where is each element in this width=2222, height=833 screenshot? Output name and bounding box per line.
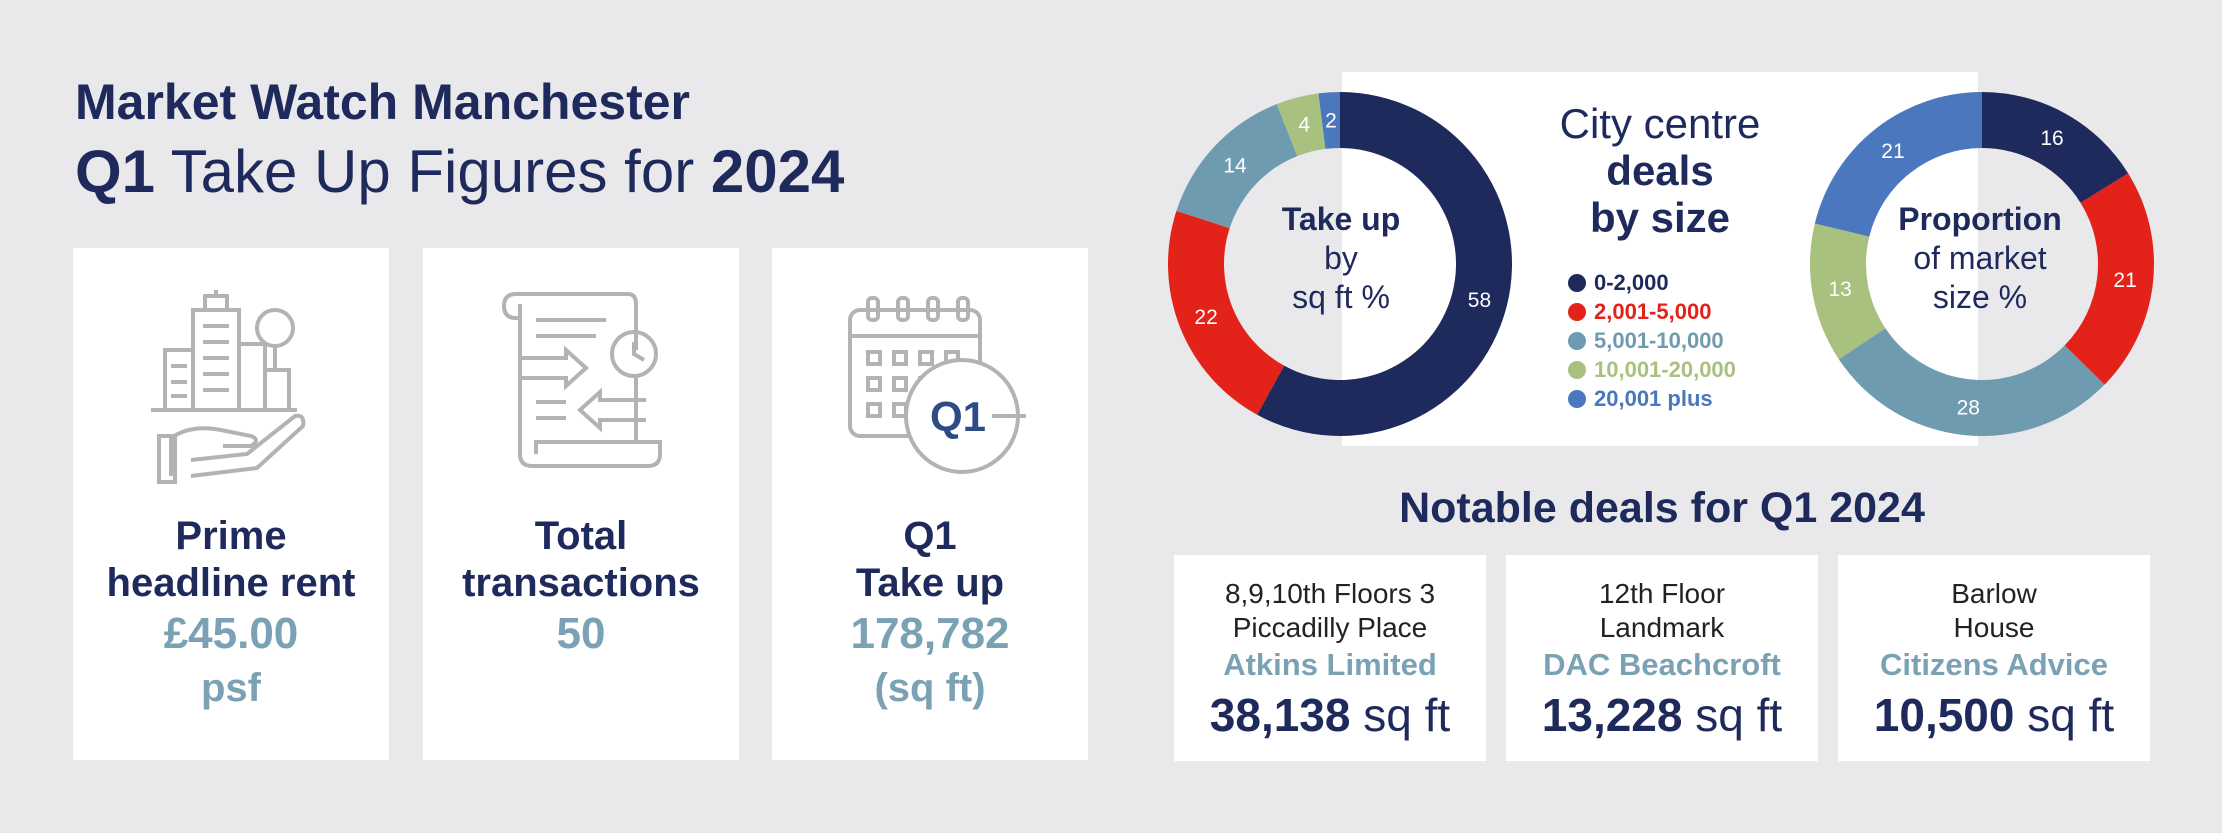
takeup-label-2: Take up	[855, 561, 1005, 605]
legend-dot-icon	[1568, 274, 1586, 292]
deal-size: 38,138 sq ft	[1174, 685, 1486, 745]
market-proportion-donut-chart: 16 21 28 13 21	[1810, 92, 2154, 436]
proportion-donut-slice-label-3: 28	[1957, 396, 1980, 419]
prime-rent-label-2: headline rent	[106, 561, 356, 605]
deal-size: 10,500 sq ft	[1838, 685, 2150, 745]
prime-rent-label-1: Prime	[175, 514, 287, 558]
title-line-2: Q1 Take Up Figures for 2024	[75, 134, 844, 210]
proportion-donut-slice-3	[1838, 328, 2105, 436]
takeup-unit: (sq ft)	[874, 666, 986, 710]
legend-label: 10,001-20,000	[1594, 357, 1736, 382]
takeup-donut-slice-label-3: 14	[1223, 154, 1247, 177]
deal-company: DAC Beachcroft	[1543, 647, 1781, 682]
takeup-value: 178,782	[850, 609, 1010, 658]
takeup-donut-center-line3: sq ft %	[1292, 279, 1390, 315]
page-title: Market Watch Manchester Q1 Take Up Figur…	[75, 70, 844, 210]
takeup-donut-center-bold: Take up	[1281, 201, 1401, 237]
total-transactions-card: Total transactions 50	[423, 248, 739, 760]
prime-rent-card: Prime headline rent £45.00 psf	[73, 248, 389, 760]
legend-label: 20,001 plus	[1594, 386, 1713, 411]
legend-dot-icon	[1568, 303, 1586, 321]
legend-label: 5,001-10,000	[1594, 328, 1724, 353]
building-hand-icon	[151, 290, 306, 484]
deal-address-line1: 12th Floor	[1598, 578, 1726, 609]
deal-address-line2: Piccadilly Place	[1232, 612, 1428, 643]
takeup-donut-slice-label-4: 4	[1298, 114, 1310, 137]
proportion-donut-slice-label-5: 21	[1881, 140, 1904, 163]
prime-rent-value: £45.00	[163, 609, 299, 658]
deal-address-line1: 8,9,10th Floors 3	[1224, 578, 1436, 609]
takeup-donut-slice-4	[1276, 93, 1326, 157]
chart-panel-title: City centre deals by size	[1490, 100, 1830, 241]
transactions-label-1: Total	[534, 514, 628, 558]
takeup-donut-chart: 58 22 14 4 2	[1168, 92, 1512, 436]
deal-size-value: 38,138	[1209, 689, 1351, 741]
q1-takeup-card: Q1 Q1 Take up 178,782 (sq ft)	[772, 248, 1088, 760]
proportion-donut-slice-4	[1810, 223, 1886, 360]
legend-dot-icon	[1568, 332, 1586, 350]
deal-size-unit: sq ft	[1350, 689, 1451, 741]
legend-dot-icon	[1568, 390, 1586, 408]
deal-address-line2: House	[1953, 612, 2035, 643]
takeup-donut-slice-3	[1176, 104, 1298, 229]
panel-title-line3: by size	[1589, 194, 1731, 241]
title-line-1: Market Watch Manchester	[75, 74, 690, 130]
deal-address-line1: Barlow	[1951, 578, 2037, 609]
deal-size-value: 10,500	[1873, 689, 2015, 741]
legend-dot-icon	[1568, 361, 1586, 379]
proportion-donut-center: Proportion of market size %	[1865, 200, 2095, 317]
proportion-donut-slice-label-1: 16	[2040, 127, 2063, 150]
takeup-donut-slice-2	[1168, 210, 1285, 415]
proportion-donut-center-line3: size %	[1932, 279, 2028, 315]
panel-title-line2: deals	[1606, 147, 1714, 194]
deal-size-value: 13,228	[1541, 689, 1683, 741]
takeup-donut-slice-1	[1257, 92, 1512, 436]
proportion-donut-slice-label-2: 21	[2113, 269, 2136, 292]
transactions-value: 50	[556, 609, 606, 658]
panel-title-line1: City centre	[1559, 100, 1761, 147]
deal-card: 12th Floor Landmark DAC Beachcroft 13,22…	[1506, 555, 1818, 761]
legend-item: 2,001-5,000	[1568, 297, 1736, 326]
document-transfer-icon	[501, 292, 662, 468]
legend-item: 10,001-20,000	[1568, 355, 1736, 384]
q1-badge-text: Q1	[930, 393, 986, 440]
takeup-donut-slice-label-5: 2	[1325, 109, 1337, 132]
deals-title: Notable deals for Q1 2024	[1399, 484, 1925, 532]
takeup-donut-slice-label-2: 22	[1194, 306, 1217, 329]
deal-company: Citizens Advice	[1880, 647, 2108, 682]
legend-item: 20,001 plus	[1568, 384, 1736, 413]
legend-label: 2,001-5,000	[1594, 299, 1712, 324]
proportion-donut-slice-label-4: 13	[1829, 278, 1852, 301]
deal-size-unit: sq ft	[1682, 689, 1783, 741]
legend-item: 5,001-10,000	[1568, 326, 1736, 355]
legend-label: 0-2,000	[1594, 270, 1669, 295]
deal-card: Barlow House Citizens Advice 10,500 sq f…	[1838, 555, 2150, 761]
title-year: 2024	[710, 138, 845, 205]
proportion-donut-center-bold: Proportion	[1898, 201, 2062, 237]
prime-rent-unit: psf	[201, 666, 261, 710]
title-quarter: Q1	[75, 138, 156, 205]
title-middle: Take Up Figures for	[155, 138, 711, 205]
takeup-donut-slice-label-1: 58	[1468, 289, 1491, 312]
legend-item: 0-2,000	[1568, 268, 1736, 297]
chart-legend: 0-2,000 2,001-5,000 5,001-10,000 10,001-20,…	[1568, 268, 1736, 413]
takeup-donut-center: Take up by sq ft %	[1226, 200, 1456, 317]
deal-company: Atkins Limited	[1223, 647, 1437, 682]
deal-size: 13,228 sq ft	[1506, 685, 1818, 745]
proportion-donut-center-line2: of market	[1913, 240, 2047, 276]
takeup-donut-center-line2: by	[1324, 240, 1358, 276]
deal-address-line2: Landmark	[1599, 612, 1725, 643]
transactions-label-2: transactions	[462, 561, 700, 605]
calendar-q1-icon: Q1	[848, 296, 1026, 474]
takeup-label-1: Q1	[903, 514, 957, 558]
takeup-donut-slice-5	[1318, 92, 1340, 149]
proportion-donut-slice-5	[1814, 92, 1982, 237]
proportion-donut-slice-1	[1982, 92, 2129, 203]
deal-size-unit: sq ft	[2014, 689, 2115, 741]
deal-card: 8,9,10th Floors 3 Piccadilly Place Atkin…	[1174, 555, 1486, 761]
proportion-donut-slice-2	[2064, 173, 2154, 385]
